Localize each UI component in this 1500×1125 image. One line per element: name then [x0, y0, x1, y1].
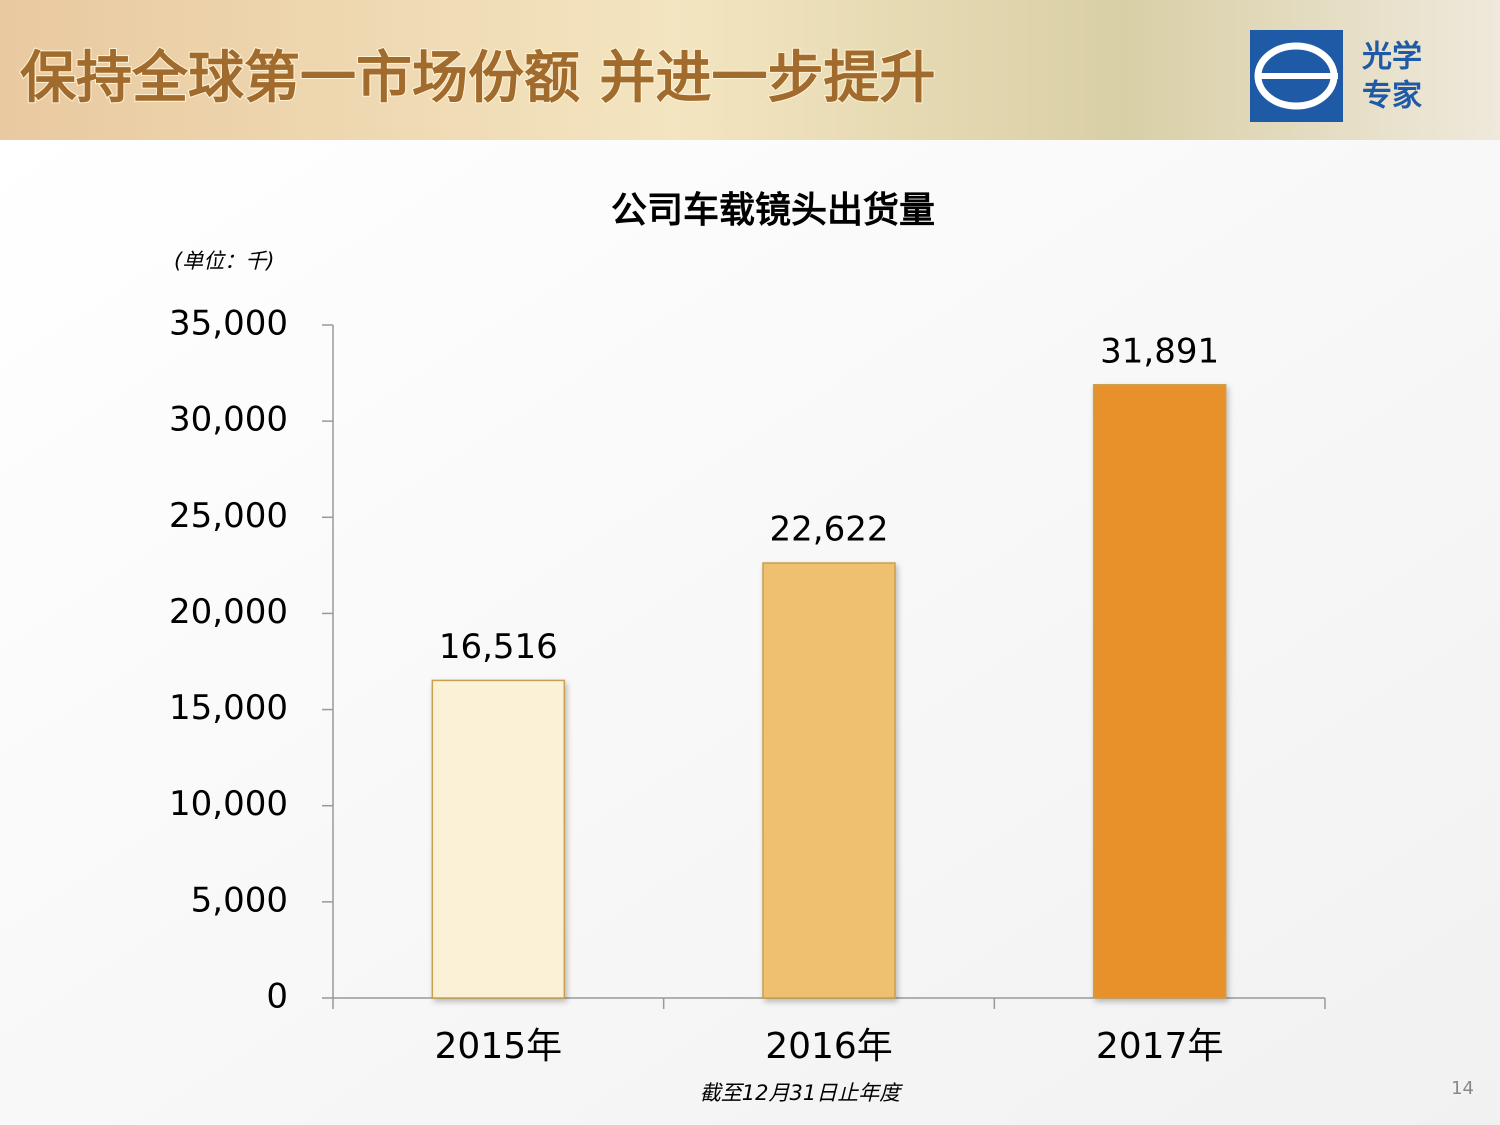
logo-text: 光学: [1362, 40, 1422, 75]
background: [0, 140, 1500, 1125]
y-tick-label: 0: [266, 977, 288, 1017]
page-number: 14: [1451, 1078, 1474, 1099]
x-tick-label: 2017年: [1096, 1026, 1224, 1067]
x-tick-label: 2016年: [765, 1026, 893, 1067]
value-label: 22,622: [770, 510, 889, 550]
y-tick-label: 10,000: [169, 784, 288, 824]
chart-title: 公司车载镜头出货量: [611, 190, 935, 231]
y-tick-label: 15,000: [169, 688, 288, 728]
bar: [1092, 384, 1227, 999]
y-tick-label: 20,000: [169, 592, 288, 632]
logo: [1250, 30, 1343, 122]
bar: [431, 679, 566, 999]
y-tick-label: 5,000: [191, 880, 288, 920]
header-title: 保持全球第一市场份额 并进一步提升: [20, 46, 936, 111]
logo-text: 专家: [1362, 79, 1422, 114]
unit-note: (单位：千): [174, 249, 274, 273]
y-tick-label: 25,000: [169, 496, 288, 536]
y-tick-label: 35,000: [169, 304, 288, 344]
value-label: 31,891: [1100, 331, 1219, 371]
value-label: 16,516: [439, 627, 558, 667]
bar: [762, 562, 896, 999]
footnote: 截至12月31日止年度: [700, 1081, 903, 1105]
x-tick-label: 2015年: [435, 1026, 563, 1067]
y-tick-label: 30,000: [169, 400, 288, 440]
